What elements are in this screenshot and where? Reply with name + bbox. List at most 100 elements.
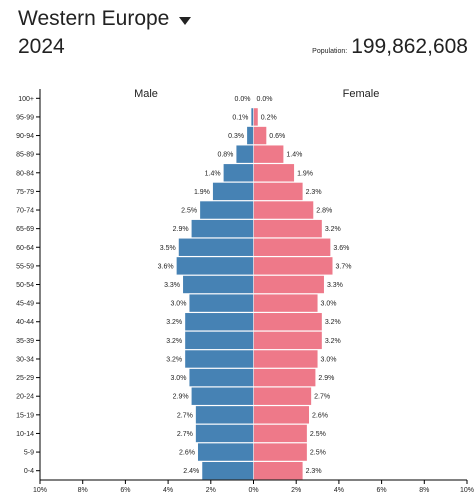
year-label[interactable]: 2024 [18,35,65,58]
region-selector[interactable]: Western Europe [18,6,192,32]
male-bar [247,126,254,145]
x-tick-label: 2% [291,487,301,494]
population-label: Population: [312,48,348,55]
age-group-label: 20-24 [16,394,34,401]
age-group-label: 50-54 [16,282,34,289]
female-bar [253,368,316,387]
male-bar [176,257,254,275]
female-value-label: 1.4% [286,152,302,159]
x-tick-label: 6% [377,487,387,494]
male-label: Male [134,88,158,100]
male-value-label: 2.9% [173,394,189,401]
x-tick-label: 6% [120,487,130,494]
male-bar [185,313,254,331]
male-value-label: 3.6% [158,263,174,270]
age-group-label: 60-64 [16,245,34,252]
male-value-label: 3.5% [160,245,176,252]
age-group-label: 15-19 [16,412,34,419]
female-bar [253,406,310,424]
x-tick-label: 4% [334,487,344,494]
female-bar [253,350,318,368]
x-tick-label: 0% [248,487,258,494]
age-group-label: 5-9 [24,450,34,457]
female-bar [253,461,303,480]
male-value-label: 2.7% [177,412,193,419]
male-value-label: 0.3% [228,133,244,140]
male-value-label: 3.3% [164,282,180,289]
x-tick-label: 10% [460,487,474,494]
age-group-label: 70-74 [16,208,34,215]
female-value-label: 3.2% [325,226,341,233]
x-tick-label: 2% [206,487,216,494]
female-value-label: 0.0% [257,96,273,103]
female-bar [253,126,267,145]
x-tick-label: 4% [163,487,173,494]
female-value-label: 2.9% [318,375,334,382]
age-group-label: 40-44 [16,319,34,326]
female-value-label: 2.5% [310,450,326,457]
region-title: Western Europe [18,7,170,30]
male-bar [202,461,254,480]
female-value-label: 3.3% [327,282,343,289]
male-value-label: 2.6% [179,450,195,457]
female-value-label: 0.2% [261,114,277,121]
male-bar [195,424,254,443]
male-value-label: 3.0% [170,301,186,308]
male-bar [251,108,254,126]
male-value-label: 1.4% [205,170,221,177]
male-value-label: 2.4% [183,468,199,475]
female-bar [253,294,318,312]
male-bar [212,182,254,201]
female-bar [253,238,331,256]
age-group-label: 85-89 [16,152,34,159]
age-group-label: 25-29 [16,375,34,382]
female-value-label: 2.6% [312,412,328,419]
female-bar [253,219,322,238]
age-group-label: 65-69 [16,226,34,233]
male-bar [183,275,254,294]
male-bar [178,238,254,256]
male-bar [185,331,254,350]
age-group-label: 80-84 [16,170,34,177]
female-bar [253,331,322,350]
female-bar [253,164,295,182]
male-value-label: 3.0% [170,375,186,382]
female-bar [253,275,324,294]
male-value-label: 3.2% [166,319,182,326]
male-value-label: 0.0% [235,96,251,103]
female-bar [253,257,333,275]
age-group-label: 55-59 [16,263,34,270]
male-bar [191,219,254,238]
female-value-label: 2.8% [316,208,332,215]
male-bar [223,164,254,182]
female-value-label: 3.2% [325,338,341,345]
female-value-label: 3.2% [325,319,341,326]
male-value-label: 3.2% [166,338,182,345]
caret-down-icon[interactable] [179,16,192,25]
male-value-label: 0.8% [217,152,233,159]
age-group-label: 100+ [18,96,34,103]
population-value: 199,862,608 [351,35,468,58]
female-bar [253,387,312,405]
male-value-label: 3.2% [166,356,182,363]
female-value-label: 1.9% [297,170,313,177]
female-bar [253,443,307,461]
male-value-label: 1.9% [194,189,210,196]
age-group-label: 45-49 [16,301,34,308]
x-tick-label: 8% [419,487,429,494]
age-group-label: 75-79 [16,189,34,196]
female-bar [253,145,284,163]
age-group-label: 10-14 [16,431,34,438]
male-bar [189,294,254,312]
male-value-label: 2.9% [173,226,189,233]
female-value-label: 3.0% [321,356,337,363]
female-value-label: 2.3% [306,189,322,196]
male-value-label: 2.7% [177,431,193,438]
age-group-label: 30-34 [16,356,34,363]
male-bar [185,350,254,368]
male-value-label: 0.1% [232,114,248,121]
female-value-label: 3.7% [335,263,351,270]
age-group-label: 90-94 [16,133,34,140]
male-bar [236,145,254,163]
